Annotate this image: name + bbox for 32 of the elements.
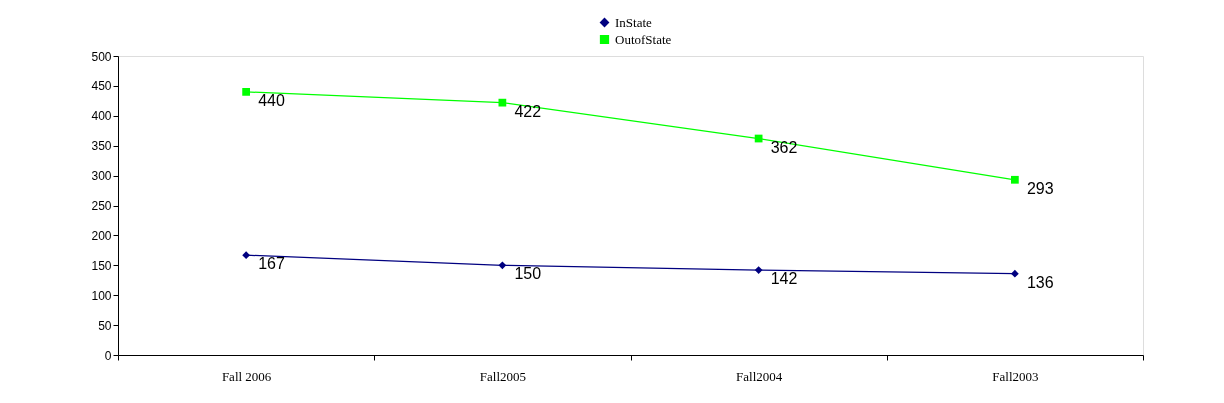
point [242, 251, 250, 260]
y-tick-label: 450 [91, 79, 112, 94]
point [242, 88, 250, 96]
point [498, 261, 507, 270]
y-tick-label: 250 [91, 199, 112, 213]
point [1011, 269, 1019, 278]
y-tick-label: 200 [91, 228, 112, 243]
x-tick-label: Fall 2006 [221, 368, 272, 384]
data-label: 150 [514, 265, 542, 283]
data-label: 293 [1026, 179, 1054, 197]
data-label: 362 [770, 138, 798, 156]
legend-label: InState [615, 14, 653, 30]
legend-label: OutofState [615, 31, 672, 47]
x-tick-label: Fall2005 [479, 368, 526, 384]
y-tick-label: 350 [91, 139, 112, 154]
y-tick-label: 100 [91, 288, 112, 303]
y-tick-label: 50 [98, 318, 112, 333]
x-tick-label: Fall2003 [992, 368, 1039, 384]
y-tick-label: 150 [91, 258, 112, 273]
y-tick-label: 300 [91, 169, 112, 184]
x-tick-label: Fall2004 [736, 368, 783, 384]
y-tick-label: 400 [91, 109, 112, 124]
point [498, 98, 507, 107]
point [754, 266, 763, 274]
point [1011, 175, 1019, 184]
data-label: 136 [1026, 273, 1054, 291]
data-label: 142 [770, 270, 798, 288]
data-label: 167 [258, 255, 285, 273]
data-label: 422 [514, 102, 542, 120]
y-tick-label: 500 [91, 49, 112, 64]
y-tick-label: 0 [104, 348, 112, 363]
data-label: 440 [258, 91, 285, 109]
